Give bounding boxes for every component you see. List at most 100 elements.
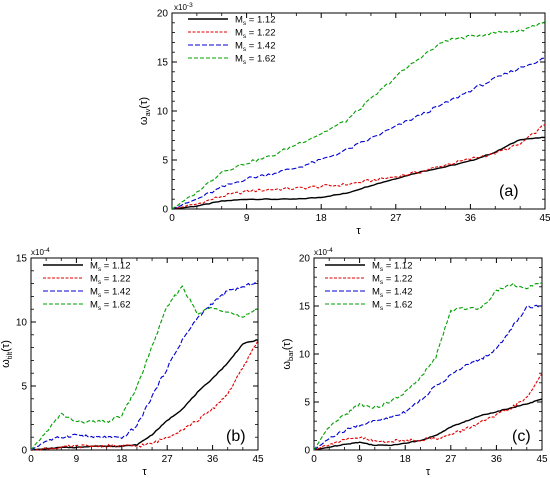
y-tick-label: 15 — [157, 58, 169, 69]
series-line-1 — [30, 339, 259, 451]
legend-label-1: Ms = 1.12 — [90, 261, 131, 274]
series-line-3 — [313, 304, 543, 451]
x-tick-label: 45 — [536, 454, 548, 465]
y-exponent-base: x10 — [31, 248, 44, 257]
legend-value: = 1.62 — [383, 300, 412, 311]
series-line-2 — [171, 124, 546, 210]
legend-subscript: s — [380, 305, 384, 312]
y-tick-label: 0 — [162, 205, 168, 216]
x-axis-label: τ — [356, 225, 361, 237]
legend-symbol: M — [90, 287, 98, 298]
series-line-2 — [313, 372, 543, 451]
y-axis-label: ωbar(τ) — [281, 338, 295, 369]
legend-value: = 1.42 — [246, 41, 275, 52]
series-line-3 — [171, 57, 546, 210]
x-tick-label: 36 — [465, 213, 477, 224]
y-tick-label: 5 — [304, 398, 310, 409]
y-tick-label: 0 — [21, 446, 27, 457]
legend-value: = 1.22 — [101, 274, 130, 285]
x-tick-label: 27 — [445, 454, 457, 465]
legend-label-3: Ms = 1.42 — [90, 287, 131, 300]
legend-label-2: Ms = 1.22 — [90, 274, 131, 287]
y-axis-suffix: (τ) — [138, 97, 150, 109]
y-tick-label: 20 — [299, 254, 311, 265]
legend-symbol: M — [372, 274, 380, 285]
legend-subscript: s — [380, 266, 384, 273]
legend-value: = 1.22 — [246, 28, 275, 39]
y-axis-symbol: ω — [0, 359, 12, 368]
x-tick-label: 9 — [357, 454, 363, 465]
legend-subscript: s — [98, 305, 102, 312]
legend-label-2: Ms = 1.22 — [235, 28, 276, 41]
panel-label: (a) — [499, 183, 519, 200]
legend-label-3: Ms = 1.42 — [372, 287, 413, 300]
series-line-4 — [313, 281, 543, 451]
y-exponent-power: -4 — [44, 247, 50, 254]
x-tick-label: 9 — [244, 213, 250, 224]
legend-subscript: s — [243, 59, 247, 66]
y-tick-label: 10 — [16, 318, 28, 329]
series-line-1 — [171, 136, 546, 210]
legend-subscript: s — [98, 292, 102, 299]
legend-symbol: M — [90, 261, 98, 272]
legend-value: = 1.12 — [101, 261, 130, 272]
y-axis-subscript: tilt — [5, 351, 14, 359]
y-axis-subscript: av — [143, 108, 152, 116]
legend-label-1: Ms = 1.12 — [235, 15, 276, 28]
y-axis-suffix: (τ) — [0, 340, 12, 352]
series-line-3 — [30, 280, 259, 451]
panel-label: (c) — [512, 428, 531, 445]
legend-subscript: s — [380, 279, 384, 286]
legend-symbol: M — [90, 274, 98, 285]
x-tick-label: 0 — [28, 454, 34, 465]
plot-frame — [313, 257, 543, 451]
legend-value: = 1.42 — [383, 287, 412, 298]
legend-subscript: s — [243, 20, 247, 27]
legend-symbol: M — [372, 261, 380, 272]
legend-subscript: s — [243, 33, 247, 40]
x-tick-label: 45 — [539, 213, 550, 224]
series-line-1 — [313, 398, 543, 451]
x-axis-label: τ — [142, 466, 147, 478]
y-exponent-label: x10-4 — [314, 247, 333, 257]
legend-label-2: Ms = 1.22 — [372, 274, 413, 287]
x-tick-label: 36 — [207, 454, 219, 465]
x-tick-label: 36 — [491, 454, 503, 465]
series-line-2 — [30, 339, 259, 451]
legend-label-1: Ms = 1.12 — [372, 261, 413, 274]
legend-symbol: M — [235, 15, 243, 26]
y-axis-subscript: bar — [286, 350, 295, 361]
y-exponent-base: x10 — [314, 248, 327, 257]
x-tick-label: 18 — [316, 213, 328, 224]
legend-subscript: s — [380, 292, 384, 299]
y-exponent-power: -4 — [327, 247, 333, 254]
y-tick-label: 5 — [21, 382, 27, 393]
y-exponent-label: x10-4 — [31, 247, 50, 257]
legend-symbol: M — [90, 300, 98, 311]
x-tick-label: 18 — [400, 454, 412, 465]
legend-subscript: s — [98, 279, 102, 286]
legend-value: = 1.12 — [383, 261, 412, 272]
legend-value: = 1.62 — [246, 54, 275, 65]
y-tick-label: 15 — [299, 302, 311, 313]
legend-symbol: M — [372, 287, 380, 298]
legend-value: = 1.42 — [101, 287, 130, 298]
legend-value: = 1.22 — [383, 274, 412, 285]
x-tick-label: 27 — [390, 213, 402, 224]
y-tick-label: 20 — [157, 9, 169, 20]
legend-value: = 1.12 — [246, 15, 275, 26]
y-tick-label: 15 — [16, 254, 28, 265]
legend-label-4: Ms = 1.62 — [235, 54, 276, 67]
y-axis-label: ωtilt(τ) — [0, 340, 14, 368]
x-tick-label: 18 — [116, 454, 128, 465]
y-exponent-base: x10 — [174, 3, 187, 12]
legend-value: = 1.62 — [101, 300, 130, 311]
x-tick-label: 27 — [162, 454, 174, 465]
legend-symbol: M — [372, 300, 380, 311]
legend-symbol: M — [235, 54, 243, 65]
